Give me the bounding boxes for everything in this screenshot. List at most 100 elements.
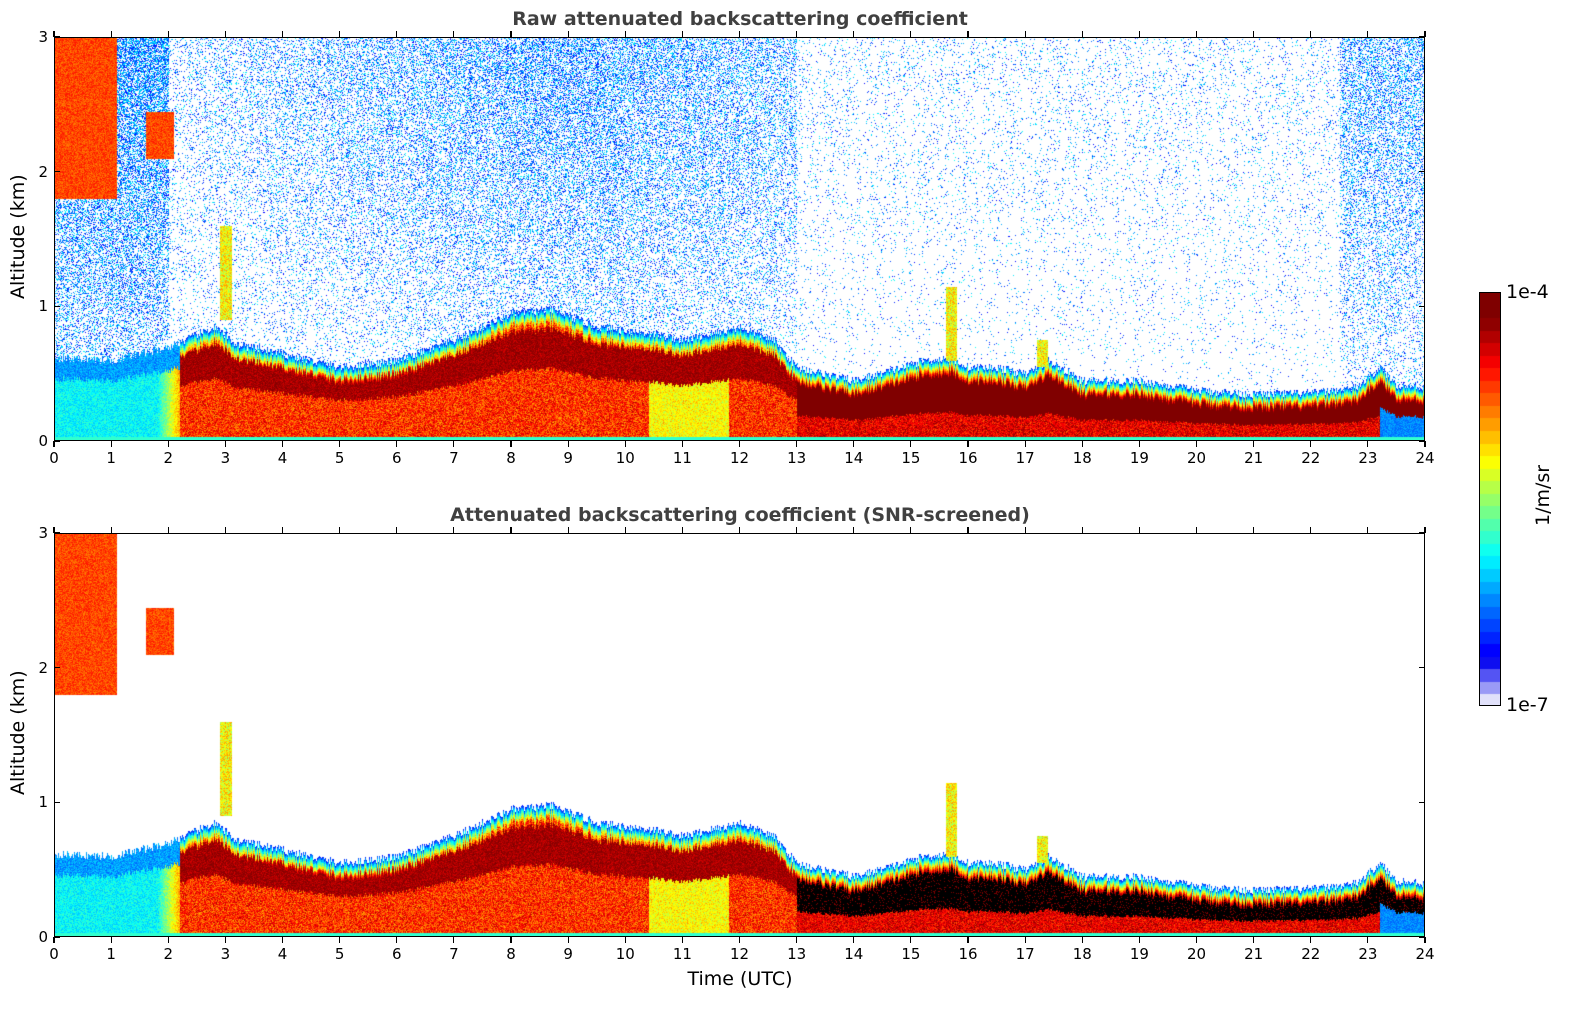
x-tick-top: [738, 31, 741, 37]
bottom-chart-title: Attenuated backscattering coefficient (S…: [450, 504, 1030, 526]
x-tick-label: 16: [958, 945, 978, 963]
colorbar-unit-label: 1/m/sr: [1532, 464, 1554, 526]
y-tick-right: [1419, 305, 1425, 307]
x-tick-label: 12: [729, 945, 750, 963]
x-tick: [567, 937, 569, 943]
x-tick-label: 10: [615, 449, 635, 467]
y-tick-right: [1419, 667, 1425, 669]
x-tick-label: 6: [391, 449, 402, 467]
x-tick-label: 8: [506, 945, 516, 963]
x-tick: [339, 441, 341, 447]
y-tick-label: 3: [38, 28, 48, 46]
x-tick: [1138, 441, 1140, 447]
x-tick-label: 17: [1015, 945, 1035, 963]
x-tick-label: 18: [1072, 945, 1092, 963]
x-tick: [1367, 441, 1369, 447]
x-tick-label: 24: [1415, 449, 1435, 467]
x-tick-label: 5: [334, 945, 345, 963]
x-tick: [281, 441, 284, 447]
x-tick: [510, 441, 512, 447]
x-tick-top: [281, 31, 284, 37]
x-tick-label: 3: [220, 945, 231, 963]
x-tick: [1024, 441, 1026, 447]
x-tick-label: 14: [844, 945, 864, 963]
x-tick-top: [853, 31, 855, 37]
x-axis-label: Time (UTC): [687, 968, 793, 990]
x-tick-top: [567, 527, 569, 533]
x-tick-label: 17: [1015, 449, 1035, 467]
x-tick-top: [510, 527, 512, 533]
x-tick-label: 2: [163, 945, 174, 963]
bottom-heatmap-panel: [54, 533, 1425, 937]
x-tick: [796, 441, 798, 447]
y-tick: [54, 171, 60, 173]
x-tick-top: [967, 527, 969, 533]
x-tick-label: 13: [787, 945, 807, 963]
x-tick-top: [1253, 527, 1255, 533]
colorbar: [1479, 292, 1501, 706]
x-tick-top: [396, 527, 398, 533]
x-tick-top: [910, 31, 912, 37]
x-tick: [339, 937, 341, 943]
x-tick: [1310, 441, 1312, 447]
x-tick-label: 9: [563, 945, 573, 963]
x-tick: [1024, 937, 1026, 943]
x-tick: [110, 937, 112, 943]
x-tick-top: [1195, 31, 1198, 37]
top-heatmap-panel: [54, 37, 1425, 441]
x-tick-label: 5: [334, 449, 345, 467]
x-tick: [1195, 441, 1198, 447]
x-tick: [453, 937, 455, 943]
y-tick-label: 0: [38, 928, 48, 946]
y-tick-right: [1419, 36, 1425, 38]
y-tick: [54, 440, 60, 442]
x-tick: [967, 441, 969, 447]
x-tick-top: [453, 31, 455, 37]
y-tick: [54, 936, 60, 938]
x-tick-top: [281, 527, 284, 533]
y-tick-label: 2: [38, 162, 48, 181]
x-tick: [1367, 937, 1369, 943]
x-tick: [453, 441, 455, 447]
x-tick: [224, 937, 226, 943]
x-tick-label: 2: [163, 449, 174, 467]
x-tick-label: 14: [844, 449, 864, 467]
y-tick: [54, 532, 60, 534]
x-tick-top: [339, 31, 341, 37]
x-tick-top: [1195, 527, 1198, 533]
x-tick: [624, 937, 626, 943]
x-tick-top: [53, 527, 55, 533]
x-tick: [396, 937, 398, 943]
x-tick-top: [224, 527, 226, 533]
x-tick-top: [1253, 31, 1255, 37]
x-tick-top: [624, 31, 626, 37]
x-tick-label: 11: [672, 449, 692, 467]
colorbar-frame: [1479, 292, 1501, 706]
x-tick-label: 11: [672, 945, 692, 963]
x-tick: [853, 937, 855, 943]
x-tick: [1081, 441, 1083, 447]
y-tick-label: 1: [38, 793, 48, 812]
x-tick-label: 18: [1072, 449, 1092, 467]
x-tick-top: [167, 31, 169, 37]
x-tick-label: 22: [1301, 945, 1321, 963]
x-tick: [1195, 937, 1198, 943]
x-tick-label: 4: [277, 449, 288, 467]
colorbar-min-label: 1e-7: [1506, 694, 1549, 716]
x-tick-top: [1138, 31, 1140, 37]
x-tick-top: [967, 31, 969, 37]
y-tick-right: [1419, 532, 1425, 534]
x-tick-top: [1024, 31, 1026, 37]
x-tick: [796, 937, 798, 943]
x-tick: [1424, 937, 1426, 943]
x-tick-label: 0: [49, 449, 59, 467]
x-tick: [167, 937, 169, 943]
x-tick: [1138, 937, 1140, 943]
x-tick: [681, 441, 683, 447]
x-tick: [910, 441, 912, 447]
x-tick-label: 12: [729, 449, 750, 467]
y-tick: [54, 36, 60, 38]
x-tick-top: [110, 31, 112, 37]
x-tick-label: 24: [1415, 945, 1435, 963]
x-tick-top: [1367, 527, 1369, 533]
